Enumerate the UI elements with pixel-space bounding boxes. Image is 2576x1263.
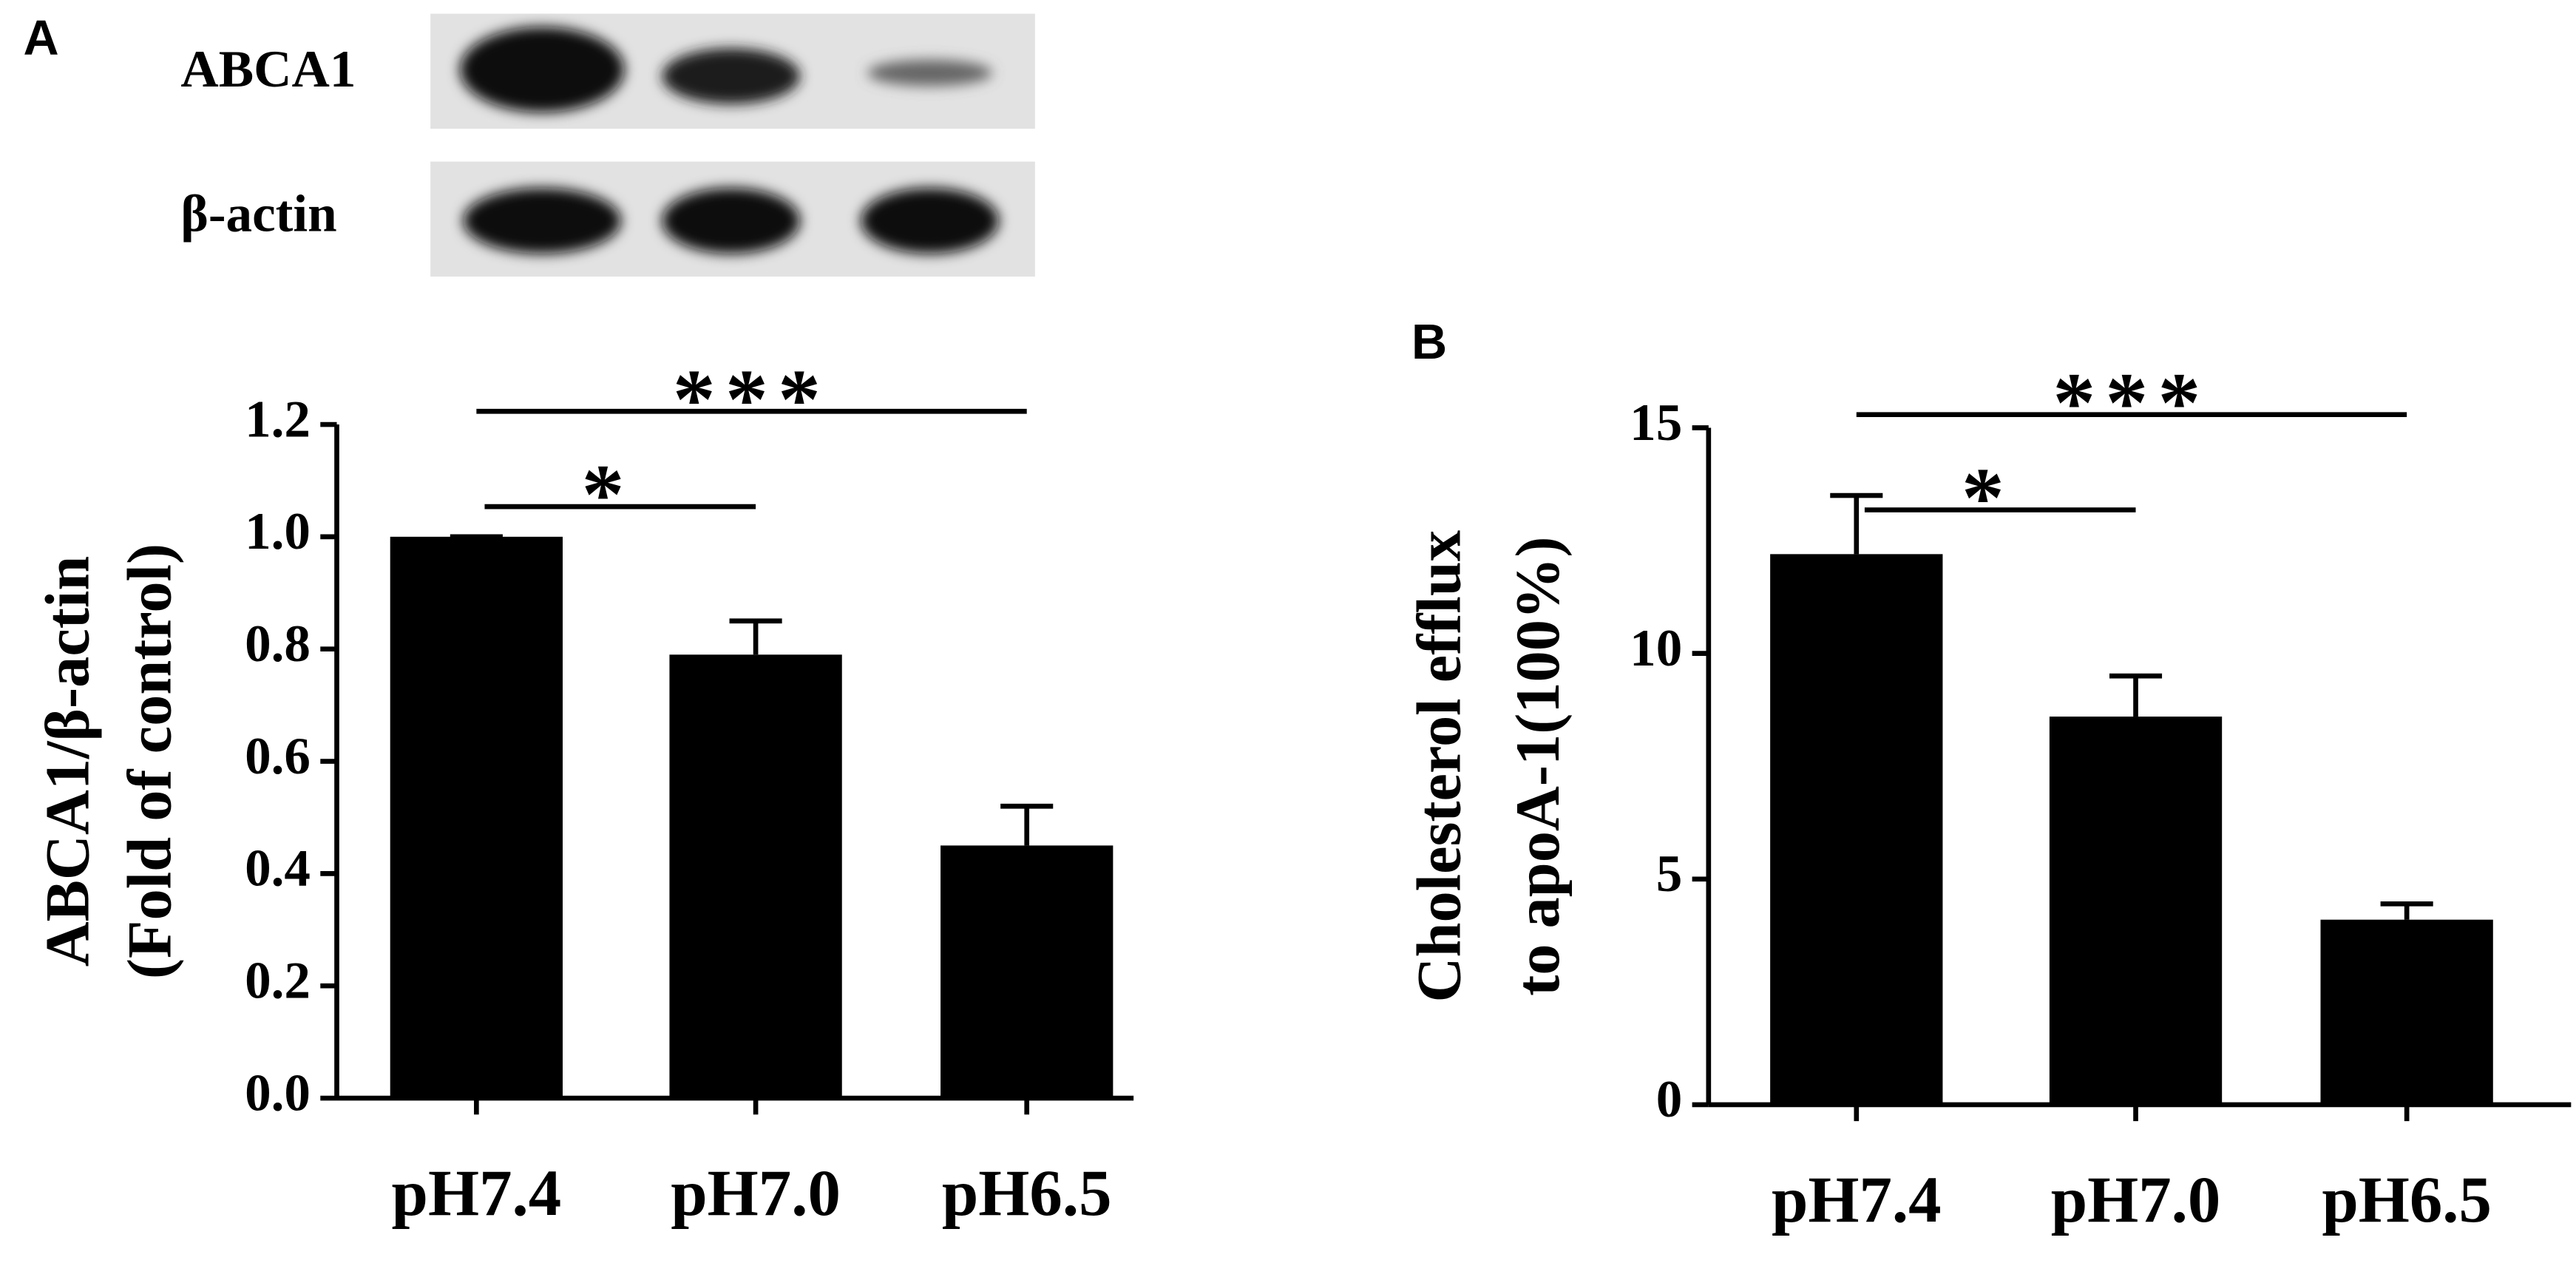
bar-chart: B Cholesterol efflux to apoA-1(100%) 0 5 10 15… [1406,315,2572,1236]
y-tick-label: 0.6 [245,728,311,785]
blot-band [861,188,999,254]
y-tick-label: 5 [1656,845,1683,903]
y-tick-label: 0.0 [245,1064,311,1122]
panel-label: B [1411,315,1447,370]
blot-band [463,188,621,254]
western-blot: ABCA1 β-actin [180,13,1035,277]
significance-label: *** [673,351,830,446]
blot-label: ABCA1 [180,41,356,98]
blot-band [662,188,801,254]
y-tick-label: 0.4 [245,840,311,898]
y-tick-label: 0.2 [245,952,311,1010]
y-axis-label: ABCA1/β-actin [33,556,102,967]
blot-band [662,48,801,104]
bar [940,845,1114,1099]
y-tick-label: 1.0 [245,503,311,561]
bar [390,536,563,1099]
panel-label: A [23,11,58,66]
blot-label: β-actin [180,186,336,243]
y-axis-label: Cholesterol efflux [1406,530,1474,1003]
significance-label: *** [2053,355,2210,450]
x-tick-label: pH7.0 [671,1157,841,1230]
bar [2320,919,2493,1105]
bar [2049,717,2223,1105]
y-axis-label: to apoA-1(100%) [1504,537,1573,996]
y-tick-label: 10 [1630,620,1682,677]
x-tick-label: pH7.4 [392,1157,562,1230]
y-tick-label: 15 [1630,394,1682,452]
x-tick-label: pH6.5 [942,1157,1112,1230]
y-tick-label: 1.2 [245,390,311,448]
blot-band [460,27,625,112]
x-tick-label: pH7.4 [1772,1164,1942,1236]
significance-label: * [1962,450,2014,545]
y-tick-label: 0.8 [245,615,311,673]
significance-label: * [582,447,634,541]
y-axis-label: (Fold of control) [115,544,184,979]
bar-chart: A ABCA1/β-actin (Fold of control) 0.0 0.2 0.4… [23,11,1134,1230]
bar [669,654,842,1099]
x-tick-label: pH6.5 [2322,1164,2492,1236]
blot-band [867,59,993,87]
bar [1770,554,1943,1105]
x-tick-label: pH7.0 [2051,1164,2221,1236]
y-tick-label: 0 [1656,1071,1683,1128]
